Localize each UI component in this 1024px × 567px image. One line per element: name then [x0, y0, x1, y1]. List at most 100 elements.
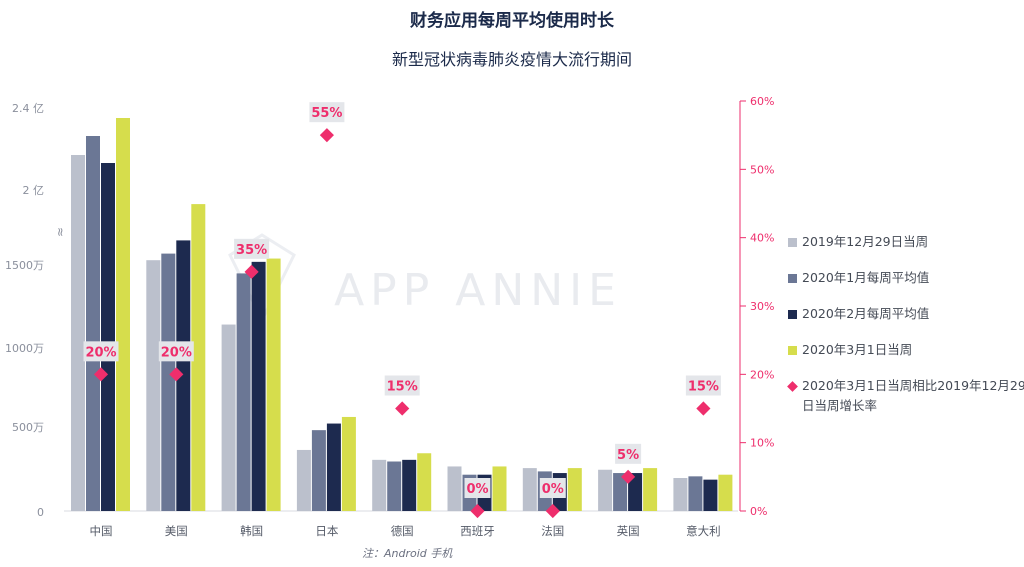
legend-item: 2020年2月每周平均值	[788, 304, 1024, 340]
bar	[161, 253, 176, 511]
growth-label-bg	[539, 478, 566, 498]
bars	[71, 118, 733, 511]
bar	[101, 163, 115, 511]
legend-swatch	[788, 310, 797, 319]
growth-label-bg	[685, 375, 721, 396]
right-tick-label: 30%	[750, 300, 774, 313]
growth-label: 0%	[542, 482, 564, 497]
growth-label-bg	[83, 341, 119, 362]
growth-label: 55%	[311, 106, 342, 121]
growth-marker	[470, 503, 485, 519]
bar	[703, 479, 718, 511]
watermark-text: APP ANNIE	[334, 265, 622, 316]
bar	[567, 468, 582, 511]
right-tick-label: 60%	[750, 95, 774, 108]
growth-label: 35%	[236, 243, 267, 258]
bar	[688, 476, 703, 511]
chart-title: 财务应用每周平均使用时长	[410, 11, 614, 31]
legend-swatch-diamond	[787, 381, 798, 392]
legend-swatch	[788, 238, 797, 247]
growth-marker	[696, 401, 711, 416]
legend-label: 2019年12月29日当周	[802, 234, 929, 249]
bar	[71, 155, 85, 511]
growth-label-bg	[464, 478, 491, 498]
growth-label-bg	[158, 341, 194, 362]
legend-label: 2020年2月每周平均值	[802, 306, 930, 321]
growth-markers: 20% 20% 35% 55% 15% 0% 0% 5% 15%	[83, 102, 721, 519]
growth-marker	[244, 264, 259, 279]
bar	[372, 459, 387, 511]
growth-label-bg	[309, 102, 345, 123]
bar	[402, 459, 417, 511]
legend-swatch	[788, 274, 797, 283]
growth-label-bg	[234, 238, 270, 259]
category-label: 意大利	[686, 524, 721, 538]
bar	[387, 461, 402, 511]
watermark: APP ANNIE	[228, 233, 622, 324]
growth-marker	[319, 128, 334, 143]
bar	[718, 474, 733, 511]
category-label: 日本	[315, 524, 338, 538]
bar	[221, 324, 236, 511]
bar	[116, 118, 130, 511]
bar	[598, 469, 613, 511]
category-label: 法国	[541, 524, 564, 538]
left-tick-label: 1500万	[5, 259, 44, 272]
category-label: 韩国	[240, 524, 263, 538]
legend-label: 2020年1月每周平均值	[802, 270, 930, 285]
bar	[146, 260, 161, 511]
growth-marker	[93, 367, 109, 382]
legend-swatch	[788, 346, 797, 355]
category-label: 中国	[90, 524, 113, 538]
category-label: 西班牙	[460, 524, 495, 538]
bar	[673, 478, 688, 511]
growth-label: 15%	[688, 380, 719, 395]
bar	[522, 468, 537, 511]
left-tick-label: 0	[37, 506, 44, 519]
bar	[251, 261, 266, 511]
bar	[326, 423, 341, 511]
growth-label: 20%	[161, 345, 192, 360]
bar	[341, 416, 356, 511]
bar	[311, 430, 326, 511]
growth-label: 15%	[387, 380, 418, 395]
growth-marker	[545, 503, 560, 519]
left-tick-label: 2 亿	[23, 184, 45, 197]
tick-labels: 2.4 亿 2 亿 1500万 1000万 500万 0 ≈60% 50% 40% 30% 20% 1…	[5, 95, 774, 538]
growth-label-bg	[615, 443, 642, 464]
right-tick-label: 10%	[750, 437, 774, 450]
left-tick-label: 2.4 亿	[12, 102, 44, 115]
bar	[613, 473, 628, 511]
bar	[86, 136, 100, 511]
bar	[296, 449, 311, 511]
legend-label: 2020年3月1日当周相比2019年12月29日当周增长率	[802, 378, 1024, 413]
bar	[492, 466, 507, 511]
growth-label: 5%	[617, 448, 639, 463]
growth-marker	[169, 367, 184, 382]
right-tick-label: 0%	[750, 505, 767, 518]
right-tick-label: 40%	[750, 232, 774, 245]
bar	[236, 273, 251, 511]
category-label: 英国	[617, 524, 640, 538]
left-tick-label: 1000万	[5, 342, 44, 355]
bar	[176, 240, 191, 511]
legend-item: 2020年3月1日当周	[788, 340, 1024, 376]
left-tick-label: 500万	[12, 421, 44, 434]
growth-marker	[621, 469, 636, 484]
axis-break-marker: ≈	[53, 227, 67, 237]
bar	[266, 258, 281, 511]
chart-subtitle: 新型冠状病毒肺炎疫情大流行期间	[391, 50, 632, 69]
bar	[447, 466, 462, 511]
category-label: 美国	[165, 524, 188, 538]
bar	[643, 468, 658, 511]
legend-label: 2020年3月1日当周	[802, 342, 913, 357]
right-tick-label: 20%	[750, 368, 774, 381]
growth-marker	[395, 401, 410, 416]
category-label: 德国	[391, 524, 414, 538]
bar	[191, 204, 206, 511]
bar	[628, 473, 643, 511]
legend-item: 2020年1月每周平均值	[788, 268, 1024, 304]
growth-label: 0%	[466, 482, 488, 497]
growth-label-bg	[384, 375, 420, 396]
growth-label: 20%	[85, 345, 116, 360]
